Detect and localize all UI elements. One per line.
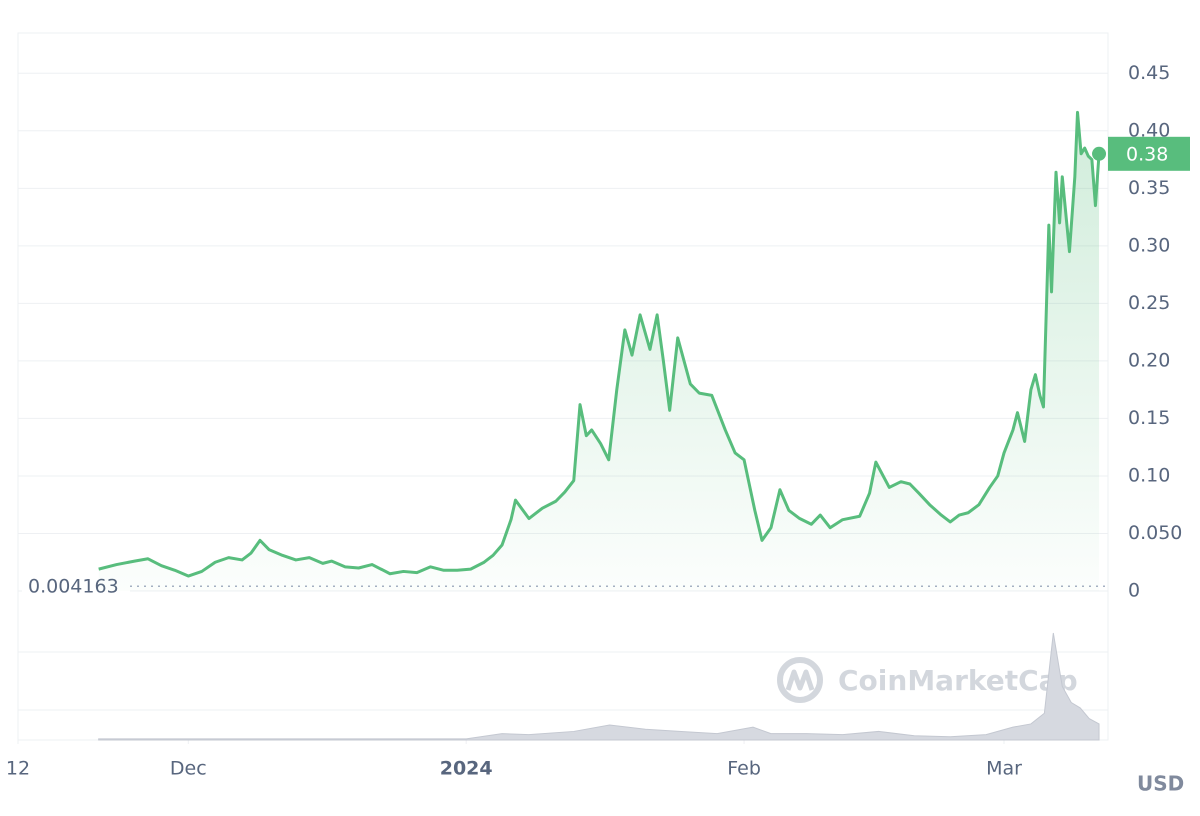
- price-line: [98, 110, 1101, 578]
- current-price-label: 0.38: [1126, 143, 1168, 165]
- y-tick-label: 0.15: [1128, 407, 1170, 429]
- y-tick-label: 0.20: [1128, 349, 1170, 371]
- y-tick-label: 0.45: [1128, 62, 1170, 84]
- currency-label: USD: [1137, 772, 1184, 796]
- x-tick-label: Feb: [727, 758, 761, 780]
- marks: 0.004163 0.38: [22, 110, 1190, 741]
- x-tick-label: Mar: [986, 758, 1022, 780]
- y-tick-label: 0.35: [1128, 177, 1170, 199]
- grid: [17, 72, 1108, 744]
- x-tick-label: Dec: [170, 758, 207, 780]
- y-tick-label: 0.40: [1128, 119, 1170, 141]
- y-tick-label: 0.30: [1128, 234, 1170, 256]
- y-tick-label: 0.25: [1128, 292, 1170, 314]
- watermark: CoinMarketCap: [777, 657, 1078, 703]
- x-tick-label: 2024: [440, 758, 493, 780]
- reference-price-label: 0.004163: [28, 576, 119, 598]
- watermark-logo-mark: [785, 669, 815, 691]
- x-tick-label: 12: [6, 758, 30, 780]
- y-tick-label: 0.050: [1128, 522, 1182, 544]
- price-area: [98, 112, 1100, 591]
- watermark-logo: [777, 657, 823, 703]
- current-price-box: [1108, 136, 1190, 171]
- y-tick-label: 0.10: [1128, 464, 1170, 486]
- volume-area: [98, 632, 1100, 741]
- last-point: [1092, 146, 1107, 161]
- y-tick-label: 0: [1128, 580, 1140, 602]
- watermark-text: CoinMarketCap: [838, 664, 1078, 697]
- plot-frame: [17, 32, 1109, 741]
